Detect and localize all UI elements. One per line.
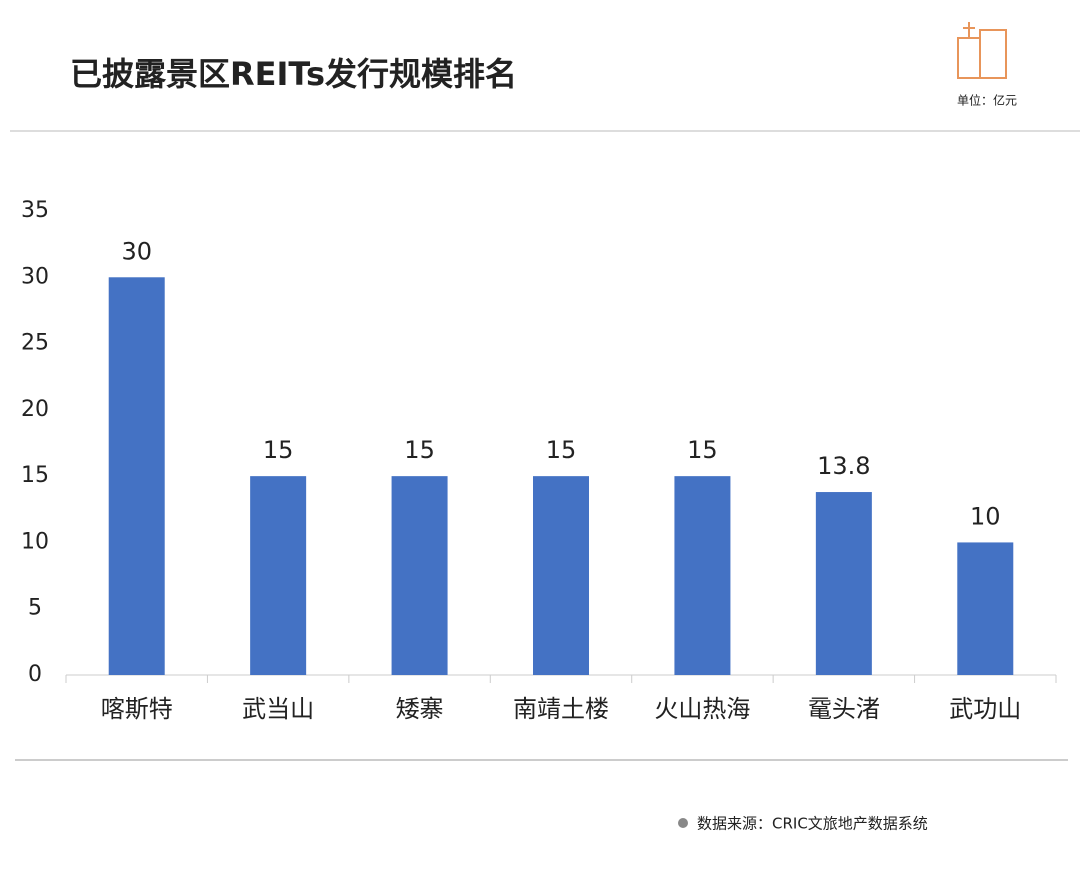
- x-tick-label: 矮寨: [396, 695, 444, 723]
- unit-label: 单位：亿元: [957, 93, 1017, 108]
- bar: [957, 542, 1014, 675]
- value-label: 13.8: [817, 452, 870, 480]
- y-tick-label: 10: [21, 529, 49, 554]
- building-icon: [957, 22, 1007, 79]
- value-label: 30: [121, 237, 152, 265]
- y-tick-label: 35: [21, 198, 49, 223]
- chart-title: 已披露景区REITs发行规模排名: [70, 55, 517, 93]
- value-label: 15: [404, 436, 435, 464]
- x-tick-label: 南靖土楼: [513, 695, 609, 723]
- value-label: 15: [263, 436, 294, 464]
- y-tick-label: 15: [21, 463, 49, 488]
- x-tick-label: 武功山: [949, 695, 1021, 723]
- value-label: 10: [970, 502, 1001, 530]
- bar: [391, 476, 448, 675]
- source-note: 数据来源：CRIC文旅地产数据系统: [697, 815, 928, 833]
- y-tick-label: 0: [28, 662, 42, 687]
- y-tick-label: 5: [28, 596, 42, 621]
- bar: [815, 492, 872, 675]
- source-dot: [678, 818, 688, 828]
- value-label: 15: [546, 436, 577, 464]
- x-tick-label: 火山热海: [654, 695, 750, 723]
- y-tick-label: 25: [21, 331, 49, 356]
- x-tick-label: 鼋头渚: [808, 695, 880, 723]
- value-label: 15: [687, 436, 718, 464]
- y-tick-label: 20: [21, 397, 49, 422]
- bar: [674, 476, 731, 675]
- y-tick-label: 30: [21, 264, 49, 289]
- x-tick-label: 武当山: [242, 695, 314, 723]
- bar: [533, 476, 589, 675]
- bar: [250, 476, 307, 675]
- bar: [108, 277, 165, 675]
- x-tick-label: 喀斯特: [101, 695, 173, 723]
